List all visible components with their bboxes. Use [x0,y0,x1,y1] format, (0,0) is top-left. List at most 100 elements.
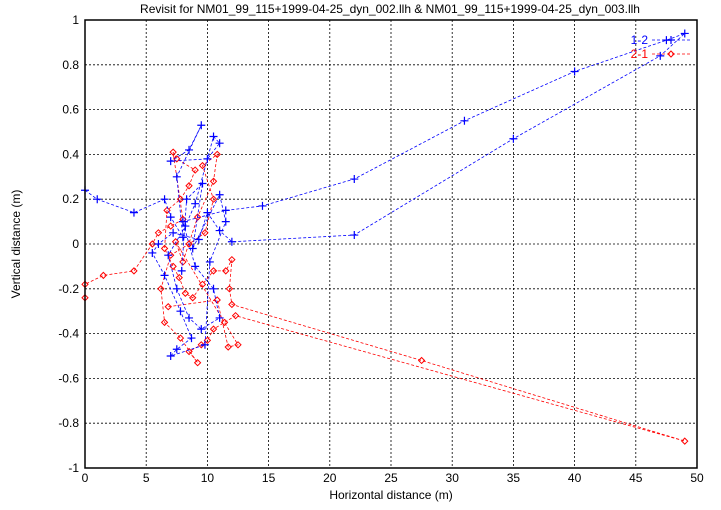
y-tick-label: 0.2 [62,192,79,206]
x-tick-label: 5 [143,471,150,485]
legend-marker-2-1 [667,50,675,58]
data-point-1-2 [166,352,175,360]
data-point-2-1 [171,238,180,246]
data-point-1-2 [129,208,138,217]
data-point-2-1 [198,161,207,170]
y-tick-label: 0.6 [62,103,79,117]
data-point-1-2 [350,231,359,240]
data-point-1-2 [215,190,224,199]
data-point-2-1 [176,334,185,342]
data-point-1-2 [185,313,194,322]
x-tick-label: 10 [201,471,215,485]
data-point-2-1 [228,300,236,309]
data-point-1-2 [176,307,185,316]
data-point-1-2 [172,345,181,354]
data-point-2-1 [99,271,108,280]
data-point-1-2 [203,154,212,163]
y-tick-label: -0.8 [58,416,79,430]
data-point-1-2 [227,237,236,246]
data-point-2-1 [203,336,212,345]
data-point-2-1 [164,303,172,311]
data-point-1-2 [178,217,187,226]
x-tick-label: 20 [323,471,337,485]
data-point-1-2 [194,235,203,244]
data-point-1-2 [570,67,579,76]
data-point-1-2 [197,325,206,334]
data-point-1-2 [185,145,194,154]
data-point-2-1 [160,244,169,253]
data-point-2-1 [417,356,426,365]
x-tick-label: 50 [690,471,704,485]
data-point-1-2 [205,257,214,266]
data-point-2-1 [222,267,230,275]
chart-title: Revisit for NM01_99_115+1999-04-25_dyn_0… [140,2,640,16]
x-axis-label: Horizontal distance (m) [329,488,452,502]
legend-marker-1-2 [667,36,675,44]
data-point-1-2 [93,195,102,204]
data-point-1-2 [187,334,196,343]
data-point-1-2 [166,213,175,222]
plot-frame [84,19,698,469]
data-point-2-1 [209,325,218,333]
series-2-1 [81,148,689,445]
data-point-2-1 [185,240,193,248]
data-point-1-2 [221,206,230,215]
x-tick-label: 40 [568,471,582,485]
y-tick-label: 0.4 [62,147,79,161]
y-axis-label: Vertical distance (m) [9,190,23,299]
data-point-1-2 [172,284,181,293]
data-point-1-2 [164,251,173,260]
data-point-1-2 [509,134,518,143]
legend-label-1-2: 1-2 [631,33,649,47]
data-point-1-2 [191,262,200,271]
data-point-2-1 [224,343,232,351]
data-point-1-2 [160,271,169,280]
data-point-2-1 [681,437,689,445]
data-point-1-2 [197,121,206,130]
data-point-1-2 [215,226,224,235]
data-point-2-1 [209,267,218,275]
data-point-1-2 [656,51,665,60]
data-point-2-1 [213,150,221,159]
data-point-2-1 [201,229,209,237]
data-point-2-1 [181,289,190,297]
data-point-2-1 [154,229,163,237]
data-point-1-2 [188,244,197,253]
tick-labels: 0 5 10 15 20 25 30 35 40 45 50 -1 -0.8 -0.6 -0.4 -0.2 0 0… [58,13,704,485]
data-point-1-2 [221,217,230,226]
data-point-2-1 [209,177,218,185]
y-tick-label: 0.8 [62,58,79,72]
data-point-2-1 [231,311,240,320]
x-tick-label: 35 [507,471,521,485]
data-point-2-1 [197,341,205,349]
y-tick-label: 1 [72,13,79,27]
series-layer [81,29,689,445]
data-point-2-1 [179,258,187,266]
data-point-1-2 [258,201,267,210]
data-point-1-2 [215,313,224,322]
x-tick-label: 25 [384,471,398,485]
data-point-2-1 [225,285,234,293]
y-tick-label: -1 [68,461,79,475]
data-point-1-2 [182,195,191,204]
data-point-1-2 [680,29,689,38]
data-point-2-1 [176,195,185,203]
x-tick-label: 15 [262,471,276,485]
x-tick-label: 0 [82,471,89,485]
y-tick-label: -0.4 [58,327,79,341]
y-tick-label: -0.6 [58,371,79,385]
data-point-1-2 [350,175,359,184]
data-point-2-1 [213,296,221,304]
data-point-1-2 [209,284,218,293]
data-point-1-2 [160,195,169,204]
data-point-1-2 [154,240,163,248]
data-point-1-2 [200,340,209,349]
series-line-2-1 [84,152,685,442]
x-tick-label: 30 [446,471,460,485]
data-point-2-1 [191,166,199,174]
data-point-2-1 [198,280,207,289]
data-point-2-1 [157,285,165,293]
data-point-1-2 [166,157,175,166]
data-point-1-2 [198,179,207,188]
